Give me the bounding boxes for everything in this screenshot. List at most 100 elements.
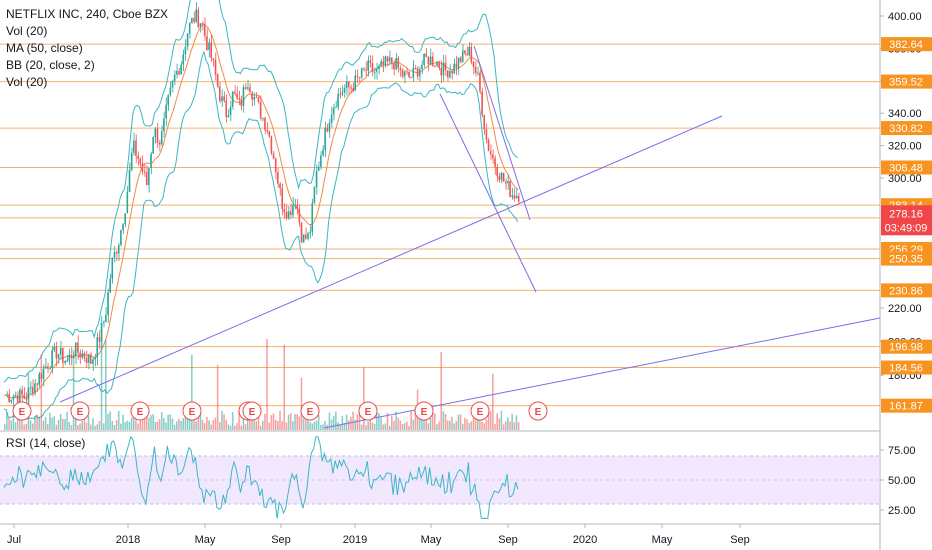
- volume-bar: [498, 418, 501, 430]
- candle: [371, 63, 374, 72]
- volume-bar: [236, 423, 238, 430]
- level-badge: [881, 283, 932, 298]
- volume-bar: [262, 420, 264, 430]
- candle: [307, 233, 309, 239]
- volume-bar: [249, 418, 251, 430]
- volume-bar: [150, 415, 152, 430]
- candle: [229, 106, 232, 115]
- legend-bb[interactable]: BB (20, close, 2): [6, 58, 95, 72]
- candle: [10, 399, 12, 402]
- candle: [81, 353, 83, 358]
- candle: [77, 342, 79, 353]
- rsi-legend[interactable]: RSI (14, close): [6, 436, 86, 450]
- candle: [343, 88, 346, 93]
- candle: [158, 142, 161, 145]
- candle: [268, 131, 270, 137]
- candle: [188, 23, 191, 34]
- candle: [246, 87, 249, 89]
- candle: [51, 350, 53, 368]
- volume-bar: [268, 422, 270, 430]
- volume-bar: [238, 410, 240, 430]
- volume-bar: [55, 424, 58, 430]
- candle: [53, 346, 55, 351]
- volume-bar: [391, 416, 393, 430]
- volume-bar: [470, 421, 473, 430]
- volume-bar: [289, 412, 292, 430]
- volume-bar: [74, 416, 77, 430]
- candle: [438, 62, 440, 69]
- volume-bar: [354, 419, 356, 430]
- candle: [277, 172, 279, 184]
- volume-bar: [141, 420, 144, 430]
- time-tick-label: 2018: [116, 534, 140, 546]
- volume-bar: [272, 413, 275, 430]
- earnings-marker-label: E: [535, 407, 542, 418]
- symbol-title[interactable]: NETFLIX INC, 240, Cboe BZX: [6, 7, 169, 21]
- candle: [403, 71, 406, 77]
- candle: [70, 355, 73, 359]
- volume-bar: [184, 417, 187, 430]
- volume-bar: [72, 349, 75, 430]
- earnings-marker: [358, 401, 378, 421]
- volume-bar: [472, 417, 475, 430]
- volume-bar: [418, 412, 421, 430]
- volume-bar: [66, 411, 68, 430]
- candle: [457, 57, 460, 69]
- candle: [492, 154, 494, 159]
- level-badge-label: 250.35: [889, 254, 923, 266]
- volume-bar: [345, 414, 348, 430]
- candle: [201, 23, 204, 25]
- candle: [92, 359, 94, 364]
- candle: [64, 361, 66, 363]
- volume-bar: [23, 424, 25, 430]
- candle: [431, 56, 434, 66]
- volume-bar: [199, 412, 202, 430]
- volume-bar: [59, 413, 62, 430]
- candle: [459, 57, 462, 63]
- volume-bar: [57, 419, 60, 430]
- volume-bar: [195, 421, 197, 430]
- volume-bar: [384, 423, 387, 430]
- candle: [182, 54, 184, 65]
- volume-bar: [120, 423, 122, 430]
- candle: [62, 347, 64, 363]
- volume-bar: [412, 419, 415, 430]
- volume-bar: [356, 414, 359, 430]
- volume-bar: [188, 414, 191, 430]
- earnings-marker: [130, 401, 150, 421]
- volume-bar: [137, 423, 139, 430]
- level-badge-label: 359.52: [889, 77, 923, 89]
- legend-vol-1[interactable]: Vol (20): [6, 24, 48, 38]
- rsi-tick-label: 75.00: [888, 445, 916, 457]
- candle: [163, 118, 165, 132]
- volume-bar: [337, 422, 339, 430]
- volume-bar: [500, 410, 503, 430]
- volume-bar: [100, 341, 103, 430]
- candle: [16, 395, 19, 403]
- volume-bar: [487, 410, 490, 430]
- volume-bar: [36, 414, 38, 430]
- volume-bar: [509, 421, 511, 430]
- candle: [309, 231, 311, 234]
- candle: [38, 373, 40, 385]
- volume-bar: [427, 423, 430, 430]
- candle: [429, 56, 432, 65]
- level-badge-label: 196.98: [889, 342, 923, 354]
- candle: [223, 96, 225, 101]
- candle: [79, 352, 81, 358]
- volume-bar: [102, 423, 105, 430]
- earnings-marker: [12, 401, 32, 421]
- candle: [137, 155, 139, 159]
- volume-bar: [298, 416, 301, 430]
- level-badge: [881, 37, 932, 52]
- time-tick-label: May: [421, 534, 442, 546]
- candle: [397, 57, 399, 69]
- legend-ma[interactable]: MA (50, close): [6, 41, 83, 55]
- candle: [167, 95, 169, 105]
- legend-vol-2[interactable]: Vol (20): [6, 75, 48, 89]
- candle: [461, 50, 464, 63]
- earnings-marker-label: E: [19, 407, 26, 418]
- volume-bar: [270, 415, 273, 430]
- earnings-marker-label: E: [77, 407, 84, 418]
